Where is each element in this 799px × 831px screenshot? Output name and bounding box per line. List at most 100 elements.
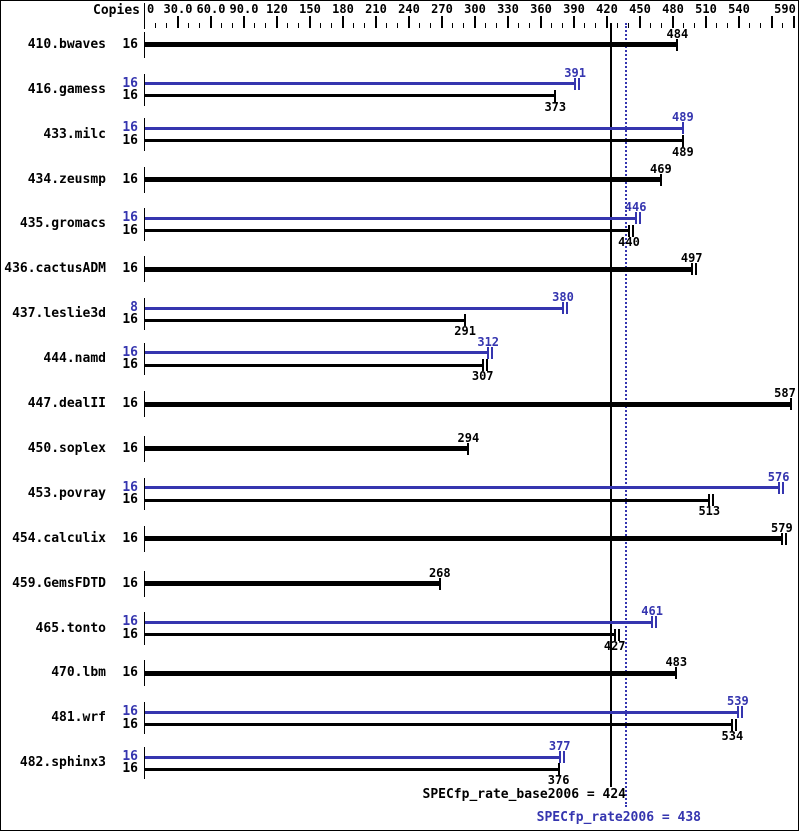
group-axis-segment <box>144 525 145 552</box>
result-bar <box>145 581 440 587</box>
benchmark-label: 436.cactusADM <box>4 261 106 277</box>
bar-end-cap <box>789 398 792 410</box>
x-tick-major <box>408 16 410 28</box>
x-tick-minor <box>320 23 321 28</box>
benchmark-label: 459.GemsFDTD <box>12 575 106 591</box>
peak-reference-line <box>624 23 627 807</box>
copies-header: Copies <box>93 3 140 18</box>
bar-value-label: 576 <box>767 469 790 484</box>
x-tick-minor <box>760 23 761 28</box>
group-axis-segment <box>144 702 145 735</box>
bar-end-cap <box>712 494 715 506</box>
bar-end-cap <box>735 718 738 731</box>
x-tick-label: 330 <box>497 2 519 16</box>
x-tick-minor <box>782 23 783 28</box>
bar-end-cap <box>613 628 616 641</box>
x-tick-minor <box>518 23 519 28</box>
bar-value-label: 539 <box>727 694 749 709</box>
bar-end-cap <box>574 77 577 90</box>
bar-value-label: 483 <box>665 655 688 670</box>
x-tick-label: 150 <box>299 2 321 16</box>
group-axis-segment <box>144 477 145 510</box>
peak-summary-label: SPECfp_rate2006 = 438 <box>536 810 701 825</box>
result-bar <box>145 216 636 220</box>
copies-value: 16 <box>122 749 138 764</box>
bar-end-cap <box>676 38 679 51</box>
copies-value: 16 <box>122 87 138 103</box>
result-bar <box>145 723 733 726</box>
x-tick-major <box>771 16 773 28</box>
x-tick-label: 590 <box>774 2 796 16</box>
x-tick-major <box>276 16 278 28</box>
bar-end-cap <box>566 302 568 314</box>
bar-end-cap <box>485 359 488 372</box>
group-axis-segment <box>144 166 145 193</box>
benchmark-label: 481.wrf <box>51 710 106 726</box>
bar-end-cap <box>651 616 654 629</box>
copies-value: 16 <box>122 344 138 360</box>
x-tick-minor <box>166 23 167 28</box>
x-tick-major <box>793 16 795 28</box>
benchmark-label: 447.dealII <box>27 396 106 411</box>
group-axis-segment <box>144 342 145 376</box>
copies-value: 16 <box>122 761 138 777</box>
group-axis-segment <box>144 31 145 58</box>
benchmark-label: 434.zeusmp <box>27 171 106 187</box>
bar-end-cap <box>694 263 697 276</box>
copies-value: 8 <box>130 300 138 315</box>
x-tick-minor <box>265 23 266 28</box>
bar-end-cap <box>487 346 490 359</box>
bar-end-cap <box>784 532 787 545</box>
copies-value: 16 <box>122 440 138 456</box>
x-tick-label: 60.0 <box>196 2 226 16</box>
x-tick-label: 240 <box>398 2 420 16</box>
x-tick-minor <box>584 23 585 28</box>
copies-value: 16 <box>122 171 138 187</box>
x-tick-major <box>507 16 509 28</box>
x-tick-minor <box>749 23 750 28</box>
bar-value-label: 391 <box>564 65 586 80</box>
group-axis-segment <box>144 570 145 597</box>
x-tick-minor <box>155 23 156 28</box>
group-axis-segment <box>144 435 145 462</box>
copies-value: 16 <box>122 222 138 238</box>
result-bar <box>145 363 483 367</box>
x-tick-minor <box>595 23 596 28</box>
x-tick-minor <box>628 23 629 28</box>
x-tick-minor <box>331 23 332 28</box>
bar-end-cap <box>558 751 561 763</box>
x-tick-minor <box>694 23 695 28</box>
group-axis-segment <box>144 208 145 241</box>
copies-value: 16 <box>122 716 138 732</box>
copies-value: 16 <box>122 36 138 52</box>
x-tick-label: 420 <box>596 2 618 16</box>
bar-value-label: 268 <box>428 565 451 580</box>
x-tick-label: 480 <box>662 2 684 16</box>
bar-value-label: 497 <box>680 251 703 266</box>
benchmark-label: 453.povray <box>27 485 106 501</box>
copies-value: 16 <box>122 479 138 495</box>
benchmark-label: 454.calculix <box>12 530 106 546</box>
benchmark-label: 433.milc <box>43 126 106 142</box>
bar-end-cap <box>438 577 441 590</box>
bar-value-label: 489 <box>672 144 694 159</box>
x-tick-minor <box>364 23 365 28</box>
base-summary-label: SPECfp_rate_base2006 = 424 <box>422 787 627 802</box>
bar-value-label: 307 <box>471 369 494 384</box>
bar-value-label: 294 <box>457 430 480 445</box>
result-bar <box>145 229 629 233</box>
result-bar <box>145 351 489 355</box>
bar-end-cap <box>578 77 581 90</box>
bar-end-cap <box>632 224 634 237</box>
benchmark-label: 465.tonto <box>35 620 106 636</box>
x-tick-minor <box>353 23 354 28</box>
x-tick-label: 510 <box>695 2 717 16</box>
x-tick-minor <box>188 23 189 28</box>
benchmark-label: 482.sphinx3 <box>19 755 106 771</box>
x-tick-major <box>573 16 575 28</box>
bar-end-cap <box>740 706 743 719</box>
bar-end-cap <box>731 718 734 731</box>
x-tick-minor <box>386 23 387 28</box>
bar-end-cap <box>557 763 560 776</box>
copies-value: 16 <box>122 614 138 630</box>
